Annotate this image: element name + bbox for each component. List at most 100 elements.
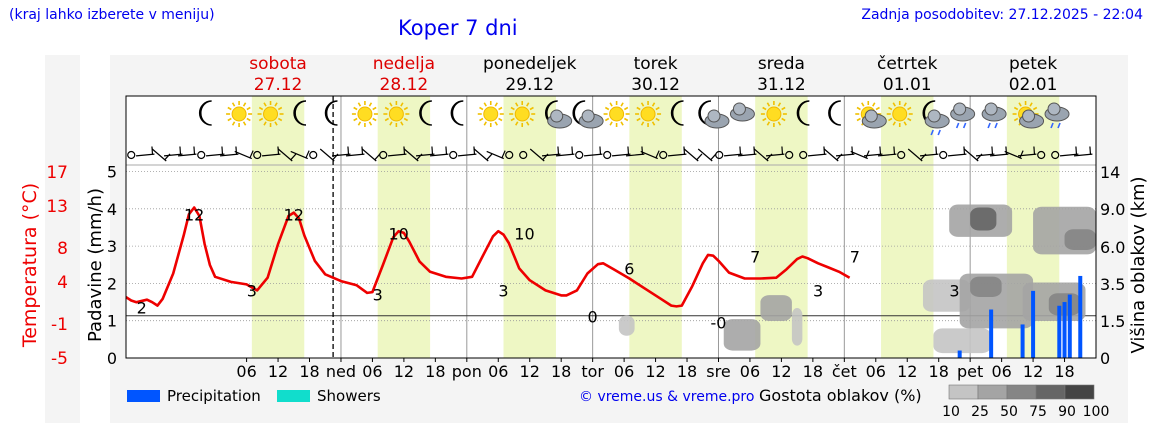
wind-barb [835,146,855,157]
wind-shaft [835,153,855,157]
wind-barb [1051,150,1060,160]
temperature-label: 3 [498,281,508,300]
wind-shaft [583,153,603,157]
x-tick-label: 18 [677,362,697,381]
sun-ray [651,102,656,107]
wind-calm [309,150,318,160]
sun-ray [781,106,786,111]
wind-feather [991,146,994,155]
x-tick-label: 12 [394,362,414,381]
wind-barb [1004,150,1024,160]
sun-ray [623,117,629,122]
wind-feather [151,146,154,155]
sun-disc [388,106,404,122]
wind-barb [939,150,948,160]
cloud-rain-icon [981,102,1007,129]
precip-tick-label: 3 [107,237,117,256]
wind-shaft [220,153,239,157]
wind-barb [164,146,183,157]
cloud-blob [760,295,792,321]
cloud-rain-icon [1044,102,1070,129]
cloud-density-step: 75 [1029,404,1047,420]
sun-ray [242,102,247,107]
sun-disc [766,106,782,122]
cloud-density-swatch [1035,384,1066,400]
wind-feather [277,146,280,155]
cloud-height-tick-label: 14 [1100,163,1120,182]
cloud-blob [933,328,992,354]
rain-drop [962,122,967,129]
rain-drop [1057,122,1061,129]
sun-ray [242,121,247,126]
sun-ray [494,102,498,107]
sun-disc [609,106,625,122]
sun-ray [258,106,264,111]
wind-shaft [332,153,351,157]
cloud-rain-icon [950,102,976,129]
wind-shaft [486,150,504,160]
moon-cloud-icon [544,100,573,129]
sun-icon [760,101,787,127]
cloud-height-tick-label: 9.0 [1100,200,1125,219]
sun-ray [856,117,861,122]
cloud-density-step: 100 [1083,404,1110,420]
page-title: Koper 7 dni [398,16,518,40]
sun-ray [903,102,907,107]
last-updated: Zadnja posodobitev: 27.12.2025 - 22:04 [861,7,1143,23]
wind-barb [197,150,206,160]
sun-ray [903,121,907,126]
sun-ray [636,117,641,122]
wind-barb [486,150,506,160]
wind-barb [127,150,136,160]
wind-shaft [234,150,252,160]
cloud-density-step: 25 [971,404,989,420]
temperature-label: 3 [373,286,383,305]
wind-barb [897,150,906,160]
wind-feather [445,146,448,155]
wind-feather [347,146,350,155]
wind-feather [305,150,310,159]
wind-barb [541,146,561,157]
wind-shaft [753,148,769,162]
location-menu-hint[interactable]: (kraj lahko izberete v meniju) [9,7,215,23]
cloud-icon [729,102,755,122]
wind-feather [1089,146,1092,155]
rain-drop [987,122,991,129]
temperature-label: -0 [711,313,727,332]
wind-feather [710,153,717,161]
sun-ray [384,117,389,122]
temperature-label: 2 [137,298,147,317]
sun-icon [383,101,410,127]
cloud-density-step: 10 [942,404,960,420]
sun-ray [498,106,503,111]
wind-shaft [989,153,1009,157]
sun-ray [762,117,767,122]
cloud-blob [970,276,1002,297]
wind-barb [877,146,897,157]
wind-barb [290,150,310,160]
sun-ray [246,106,251,111]
precip-bar [1057,305,1062,358]
sun-icon [603,101,630,127]
cloud-height-tick-label: 0 [1100,349,1110,368]
sun-ray [483,121,487,126]
sun-ray [510,106,515,111]
cloud-moon-icon [698,100,730,129]
temperature-label: 3 [247,281,257,300]
sun-ray [263,121,267,126]
wind-shaft [723,153,743,157]
wind-shaft [345,153,365,157]
sun-ray [529,117,534,122]
wind-feather [1005,146,1008,155]
sun-ray [403,117,409,122]
cloud-puff [707,109,721,123]
sun-disc [892,106,908,122]
wind-barb [863,146,883,157]
day-date: 29.12 [505,75,554,95]
day-date: 27.12 [254,75,303,95]
wind-feather [739,146,742,155]
day-date: 02.01 [1009,75,1058,95]
daytime-band [503,96,556,358]
wind-feather [655,150,660,159]
moon-shape [670,100,684,126]
